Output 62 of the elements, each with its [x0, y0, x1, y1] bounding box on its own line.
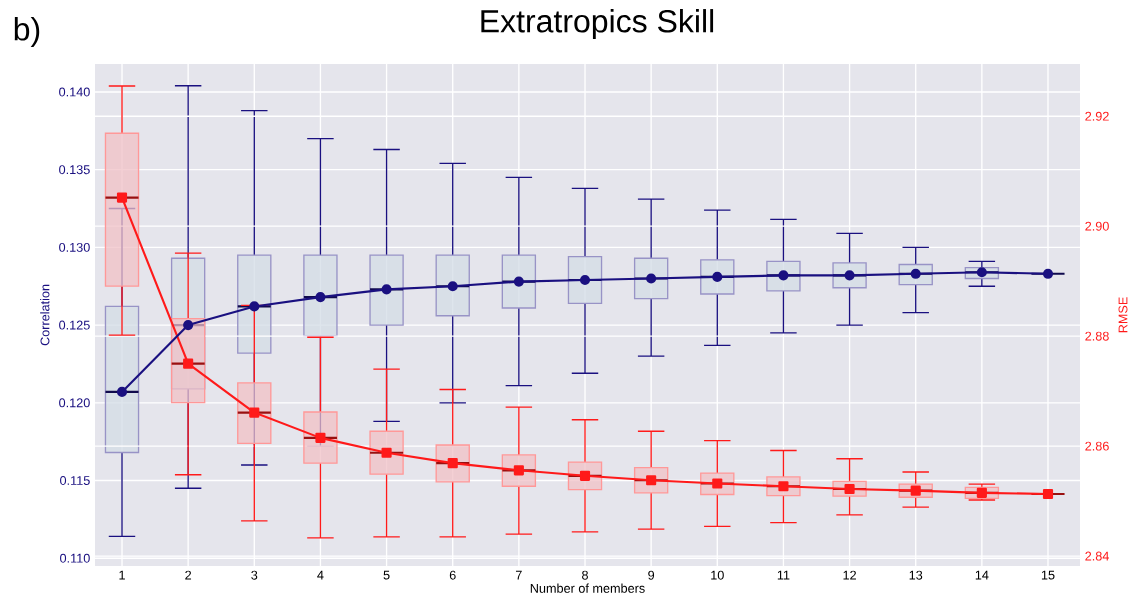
x-tick-label: 12 [843, 570, 856, 580]
y-tick-label: 0.140 [59, 87, 90, 97]
point [778, 481, 789, 492]
x-tick-label: 7 [515, 570, 522, 580]
point [1042, 488, 1054, 500]
x-tick-label: 4 [317, 570, 324, 580]
point [579, 470, 591, 481]
y-tick-label: 0.120 [59, 398, 90, 408]
point [381, 447, 392, 458]
point [183, 358, 194, 369]
x-tick-label: 5 [383, 570, 390, 580]
x-tick-label: 15 [1041, 570, 1055, 580]
point [712, 478, 723, 489]
x-tick-label: 14 [975, 570, 989, 580]
point [513, 276, 524, 287]
y2-tick-label: 2.90 [1085, 221, 1109, 231]
y2-tick-label: 2.86 [1085, 441, 1109, 451]
point [844, 270, 855, 281]
y-tick-label: 0.135 [59, 165, 90, 175]
x-axis-title: Number of members [530, 583, 645, 593]
text: b) [14, 17, 40, 47]
x-tick-label: 1 [119, 570, 125, 580]
point [315, 432, 326, 443]
point [116, 192, 128, 203]
point [183, 320, 194, 331]
x-tick-label: 2 [185, 570, 192, 580]
y-tick-label: 0.130 [59, 242, 90, 252]
point [778, 270, 789, 281]
chart-title: Extratropics Skill [481, 9, 714, 39]
point [1042, 268, 1054, 279]
y2-tick-label: 2.88 [1085, 331, 1109, 341]
y-tick-label: 0.125 [59, 320, 90, 330]
point [844, 483, 855, 495]
point [381, 284, 392, 295]
point [447, 281, 458, 292]
y2-tick-label: 2.84 [1085, 551, 1109, 561]
x-tick-label: 13 [909, 570, 923, 580]
x-tick-label: 10 [711, 570, 724, 580]
point [249, 407, 260, 418]
y2-axis-title: RMSE [1118, 297, 1128, 333]
point [447, 458, 458, 469]
y2-tick-label: 2.92 [1085, 111, 1109, 121]
point [646, 475, 657, 486]
point [513, 465, 524, 476]
x-tick-label: 6 [449, 570, 456, 580]
point [646, 273, 657, 284]
x-tick-label: 8 [582, 570, 588, 580]
point [976, 487, 987, 498]
y-axis-title: Correlation [40, 284, 50, 346]
x-tick-label: 3 [251, 570, 258, 580]
point [910, 268, 921, 279]
point [249, 301, 260, 312]
point [579, 274, 591, 286]
point [910, 485, 921, 496]
point [712, 271, 723, 282]
x-tick-label: 9 [648, 570, 655, 580]
point [315, 292, 326, 303]
x-tick-label: 11 [777, 570, 790, 580]
y-tick-label: 0.115 [60, 476, 90, 485]
point [976, 267, 987, 278]
point [116, 386, 128, 397]
y-tick-label: 0.110 [60, 553, 90, 563]
